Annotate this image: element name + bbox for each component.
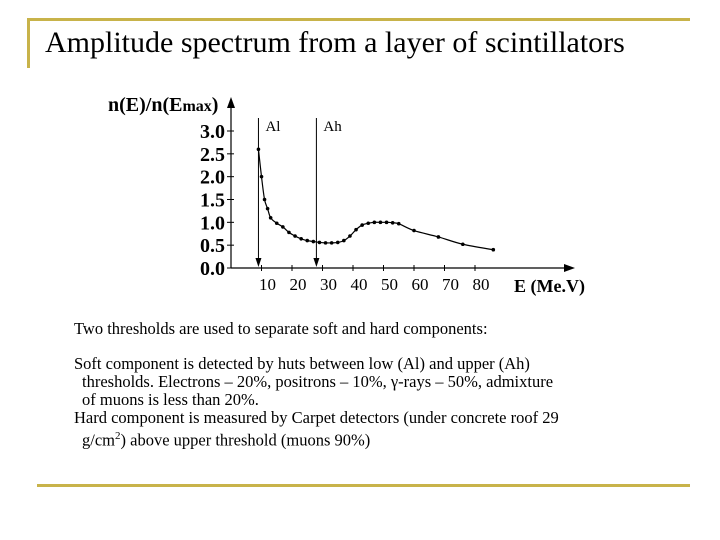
hard-line-2: g/cm2) above upper threshold (muons 90%)	[74, 427, 694, 450]
x-tick-label: 60	[412, 275, 429, 294]
x-axis: 10 20 30 40 50 60 70 80	[231, 264, 575, 294]
data-point	[412, 228, 416, 233]
decorative-top-bar	[27, 18, 690, 21]
data-point	[317, 240, 322, 245]
data-point	[274, 221, 279, 226]
slide-title: Amplitude spectrum from a layer of scint…	[45, 26, 625, 59]
y-tick-label: 0.0	[200, 258, 225, 280]
data-point	[436, 235, 441, 239]
data-point	[329, 241, 334, 245]
component-description: Soft component is detected by huts betwe…	[74, 355, 694, 450]
y-tick-label: 0.5	[200, 235, 225, 257]
y-axis: 3.02.52.01.51.00.50.0	[200, 97, 235, 280]
threshold-lines: Al Ah	[255, 118, 342, 267]
x-tick-label: 80	[473, 275, 490, 294]
soft-line-3: of muons is less than 20%.	[82, 390, 259, 409]
y-axis-label: n(E)/n(Emax)	[108, 94, 218, 117]
y-tick-label: 1.5	[200, 190, 225, 212]
data-point	[461, 242, 465, 247]
hard-line-2-sup: 2	[115, 430, 121, 442]
y-tick-label: 1.0	[200, 212, 225, 234]
x-tick-label: 20	[290, 275, 307, 294]
x-axis-label: E (Me.V)	[514, 276, 585, 296]
data-point	[390, 220, 395, 225]
y-axis-arrow	[227, 97, 235, 108]
y-axis-label-subscript: max	[182, 98, 212, 115]
data-point	[323, 241, 328, 245]
hard-line-2-a: g/cm	[82, 430, 115, 450]
threshold-label-ah: Ah	[323, 119, 342, 135]
data-point	[366, 221, 371, 226]
hard-line-1: Hard component is measured by Carpet det…	[74, 408, 559, 427]
data-point	[491, 247, 496, 252]
soft-line-2: thresholds. Electrons – 20%, positrons –…	[82, 372, 554, 391]
x-tick-label: 70	[442, 275, 459, 294]
data-point	[384, 220, 389, 225]
spectrum-series	[256, 147, 496, 252]
data-point	[396, 221, 401, 226]
x-axis-arrow	[564, 264, 575, 272]
x-tick-label: 40	[351, 275, 368, 294]
data-point	[299, 236, 303, 241]
data-point	[259, 174, 264, 179]
data-point	[262, 197, 267, 202]
y-tick-label: 3.0	[200, 121, 225, 143]
x-tick-label: 50	[381, 275, 398, 294]
y-axis-label-main: n(E)/n(E	[108, 94, 183, 116]
data-point	[354, 227, 358, 232]
soft-line-1: Soft component is detected by huts betwe…	[74, 354, 530, 373]
data-point	[268, 215, 273, 220]
data-point	[342, 238, 346, 243]
decorative-bottom-bar	[37, 484, 690, 487]
data-point	[287, 230, 291, 235]
data-point	[378, 220, 383, 225]
data-point	[335, 240, 340, 245]
x-tick-label: 10	[259, 275, 276, 294]
data-point	[281, 225, 285, 229]
threshold-arrow-al	[255, 258, 262, 267]
decorative-vertical-bar	[27, 18, 30, 68]
data-point	[265, 206, 270, 211]
x-tick-label: 30	[320, 275, 337, 294]
data-point	[305, 238, 310, 243]
threshold-label-al: Al	[265, 119, 280, 135]
intro-text: Two thresholds are used to separate soft…	[74, 319, 488, 338]
data-point	[360, 223, 364, 227]
data-point	[311, 239, 316, 244]
data-point	[348, 234, 352, 238]
data-point	[256, 147, 261, 152]
hard-line-2-b: ) above upper threshold (muons 90%)	[120, 430, 371, 450]
data-point	[293, 234, 297, 238]
data-point	[372, 220, 377, 225]
y-tick-label: 2.0	[200, 167, 225, 189]
spectrum-line	[257, 149, 494, 251]
y-tick-label: 2.5	[200, 144, 225, 166]
threshold-arrow-ah	[313, 258, 320, 267]
y-axis-label-end: )	[211, 94, 219, 116]
